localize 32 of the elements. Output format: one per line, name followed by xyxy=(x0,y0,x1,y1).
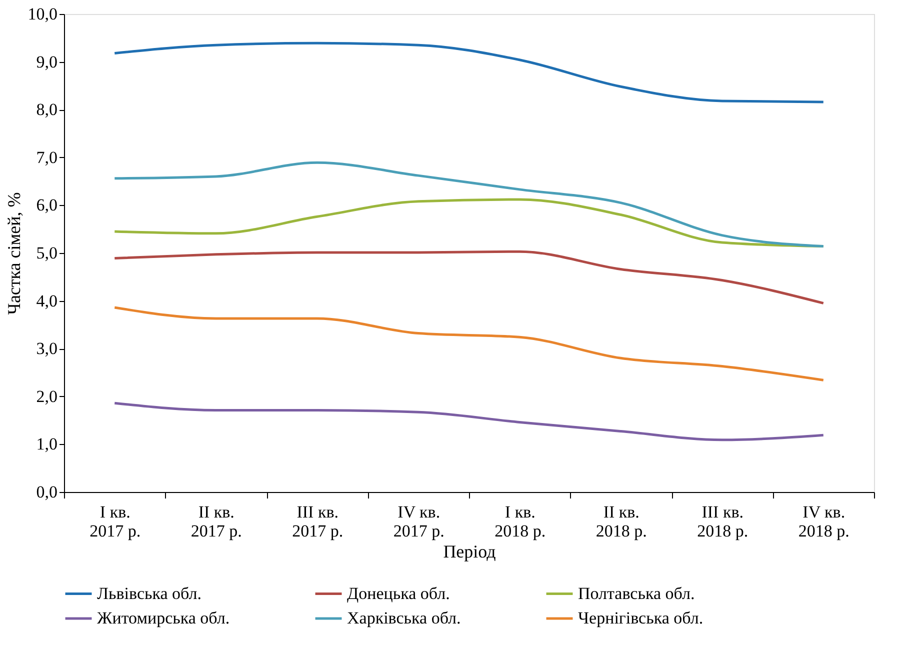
y-axis-title: Частка сімей, % xyxy=(4,192,24,315)
x-tick-label: II кв. 2018 р. xyxy=(596,502,647,540)
y-tick-label: 0,0 xyxy=(36,482,58,502)
y-tick-label: 4,0 xyxy=(36,291,58,310)
y-tick-label: 5,0 xyxy=(36,244,58,262)
x-axis-title: Період xyxy=(443,542,496,562)
y-tick-label: 9,0 xyxy=(36,52,58,72)
legend-label: Львівська обл. xyxy=(97,584,202,603)
x-tick-label: IV кв. 2017 р. xyxy=(393,502,444,540)
legend-label: Харківська обл. xyxy=(347,608,461,628)
y-tick-label: 2,0 xyxy=(36,386,58,406)
y-tick-label: 10,0 xyxy=(28,4,58,24)
x-tick-label: I кв. 2018 р. xyxy=(494,502,546,540)
x-tick-label: II кв. 2017 р. xyxy=(190,502,242,540)
legend-label: Чернігівська обл. xyxy=(578,608,704,628)
y-tick-label: 6,0 xyxy=(36,196,58,215)
y-tick-label: 7,0 xyxy=(36,148,58,167)
y-tick-label: 3,0 xyxy=(36,339,58,358)
legend-label: Донецька обл. xyxy=(347,584,450,603)
legend-label: Житомирська обл. xyxy=(97,608,230,628)
line-series xyxy=(113,402,825,442)
line-series xyxy=(113,306,825,382)
y-tick-label: 8,0 xyxy=(36,100,58,120)
legend-label: Полтавська обл. xyxy=(578,584,695,603)
line-series xyxy=(113,250,825,304)
x-tick-label: IV кв. 2018 р. xyxy=(798,502,850,540)
line-series xyxy=(113,161,825,248)
x-tick-label: III кв. 2017 р. xyxy=(292,502,344,540)
x-tick-label: III кв. 2018 р. xyxy=(697,502,748,540)
y-tick-label: 1,0 xyxy=(36,434,58,454)
x-tick-label: I кв. 2017 р. xyxy=(90,502,141,540)
line-series xyxy=(113,42,825,104)
